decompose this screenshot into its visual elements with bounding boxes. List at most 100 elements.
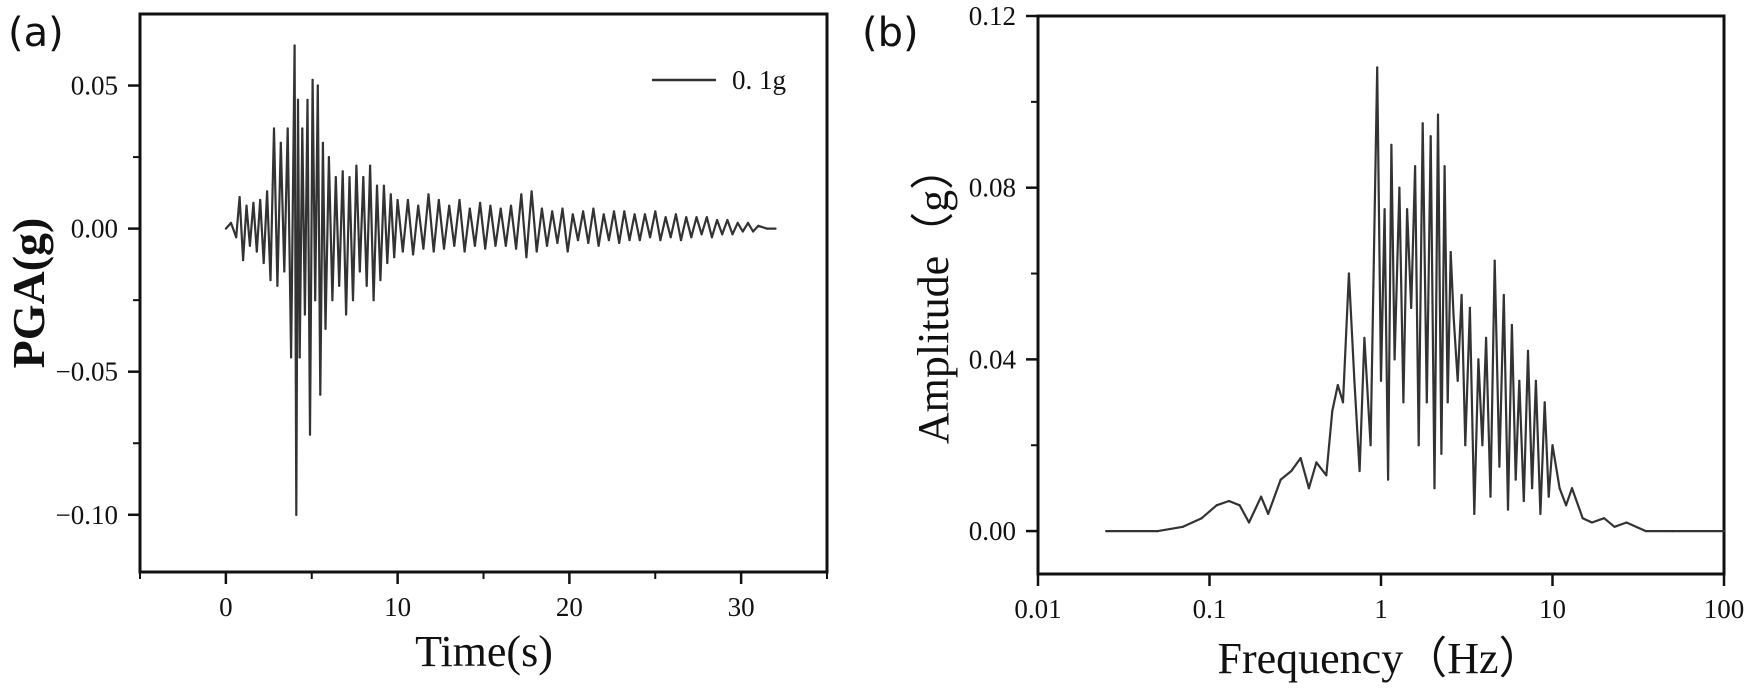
data-point bbox=[266, 190, 269, 193]
data-point bbox=[741, 230, 744, 233]
data-point bbox=[1279, 478, 1282, 481]
data-point bbox=[679, 239, 683, 242]
data-point bbox=[520, 193, 523, 196]
data-point bbox=[245, 204, 248, 207]
data-point bbox=[448, 204, 451, 207]
data-point bbox=[710, 236, 714, 239]
data-point bbox=[597, 244, 600, 247]
data-point bbox=[535, 250, 538, 253]
data-point bbox=[1417, 444, 1420, 447]
data-point bbox=[1531, 487, 1534, 490]
data-point bbox=[319, 393, 322, 396]
data-point bbox=[224, 227, 227, 230]
data-point bbox=[1446, 401, 1449, 404]
data-point bbox=[306, 98, 309, 101]
data-point bbox=[1558, 487, 1561, 490]
data-point bbox=[1436, 113, 1440, 116]
panel-a-y-axis: −0.10 −0.05 0.00 0.05 bbox=[56, 71, 140, 530]
data-point bbox=[468, 207, 471, 210]
data-point bbox=[386, 261, 389, 265]
data-point bbox=[530, 190, 533, 193]
data-point bbox=[654, 210, 657, 213]
data-point bbox=[238, 196, 241, 199]
data-point bbox=[765, 227, 769, 230]
data-point bbox=[1581, 517, 1584, 520]
data-point bbox=[1402, 401, 1405, 404]
x-tick-label: 20 bbox=[556, 592, 583, 622]
data-point bbox=[365, 284, 368, 287]
data-point bbox=[556, 241, 559, 244]
data-point bbox=[293, 44, 296, 47]
data-point bbox=[1722, 530, 1726, 533]
data-point bbox=[1464, 444, 1467, 447]
panel-a-points bbox=[224, 44, 777, 516]
data-point bbox=[1290, 469, 1293, 473]
data-point bbox=[334, 176, 337, 179]
y-tick-label: 0.04 bbox=[969, 344, 1017, 374]
data-point bbox=[576, 239, 580, 242]
data-point bbox=[290, 356, 293, 359]
data-point bbox=[1376, 66, 1379, 69]
data-point bbox=[298, 356, 301, 359]
x-tick-label: 30 bbox=[728, 592, 755, 622]
data-point bbox=[372, 299, 375, 302]
data-point bbox=[674, 213, 678, 216]
data-point bbox=[422, 247, 425, 250]
data-point bbox=[1493, 259, 1496, 262]
legend: 0. 1g bbox=[652, 65, 786, 95]
data-point bbox=[1522, 499, 1525, 503]
data-point bbox=[269, 279, 272, 282]
y-tick-label: 0.12 bbox=[969, 1, 1016, 31]
data-point bbox=[437, 198, 440, 202]
data-point bbox=[757, 224, 760, 227]
data-point bbox=[731, 233, 734, 236]
data-point bbox=[393, 256, 396, 259]
x-tick-label: 1 bbox=[1374, 594, 1388, 624]
data-point bbox=[432, 250, 435, 253]
panel-b: (b) 0.01 0.1 1 10 100 0.00 0.04 0.08 0.12 Frequ… bbox=[862, 1, 1744, 683]
data-point bbox=[229, 221, 233, 224]
data-point bbox=[283, 270, 286, 273]
data-point bbox=[1526, 349, 1530, 352]
data-point bbox=[592, 207, 595, 210]
data-point bbox=[338, 284, 341, 287]
x-tick-label: 0.01 bbox=[1014, 594, 1061, 624]
data-point bbox=[362, 176, 365, 179]
panel-b-x-axis: 0.01 0.1 1 10 100 bbox=[1014, 574, 1744, 624]
data-point bbox=[301, 127, 304, 130]
data-point bbox=[664, 216, 667, 219]
data-point bbox=[276, 284, 279, 287]
x-tick-label: 10 bbox=[1539, 594, 1566, 624]
data-point bbox=[458, 198, 461, 202]
data-point bbox=[1307, 487, 1310, 490]
data-point bbox=[1570, 487, 1574, 490]
data-point bbox=[1410, 306, 1413, 309]
data-point bbox=[316, 84, 319, 87]
data-point bbox=[612, 210, 616, 213]
data-point bbox=[1473, 512, 1476, 516]
data-point bbox=[1105, 530, 1108, 533]
data-point bbox=[259, 198, 262, 202]
data-point bbox=[1421, 122, 1424, 125]
data-point bbox=[417, 204, 420, 207]
data-point bbox=[1551, 444, 1554, 447]
data-point bbox=[700, 233, 703, 236]
data-point bbox=[389, 193, 392, 196]
data-point bbox=[1429, 135, 1432, 138]
panel-a-x-axis: 0 10 20 30 bbox=[139, 572, 828, 622]
data-point bbox=[1625, 521, 1628, 524]
x-tick-label: 100 bbox=[1704, 594, 1745, 624]
data-point bbox=[1215, 504, 1218, 507]
data-point bbox=[355, 164, 358, 167]
data-point bbox=[1247, 521, 1251, 524]
y-tick-label: 0.00 bbox=[71, 214, 118, 244]
data-point bbox=[618, 241, 621, 244]
data-point bbox=[1299, 457, 1302, 460]
data-point bbox=[255, 250, 258, 253]
data-point bbox=[314, 299, 317, 302]
panel-b-points bbox=[1105, 66, 1726, 533]
data-point bbox=[736, 221, 739, 224]
data-point bbox=[412, 253, 415, 256]
data-point bbox=[1456, 379, 1459, 382]
data-point bbox=[669, 236, 672, 239]
